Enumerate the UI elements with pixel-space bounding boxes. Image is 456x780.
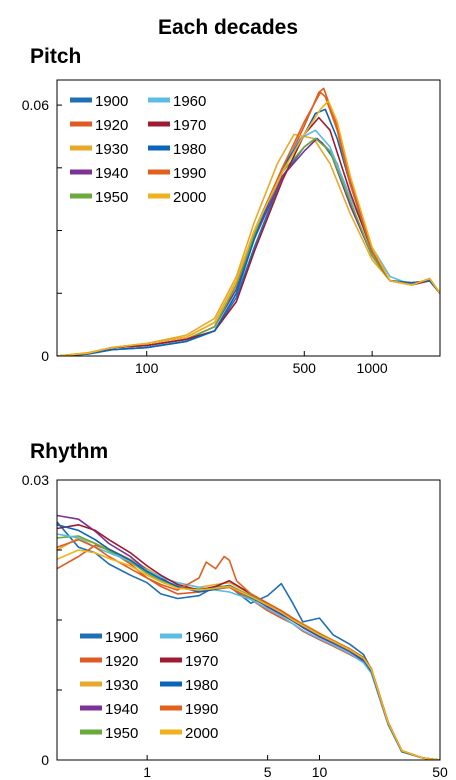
rhythm-legend-label-1950: 1950 bbox=[105, 725, 138, 742]
pitch-legend-label-1970: 1970 bbox=[173, 117, 206, 134]
rhythm-x-tick-label: 50 bbox=[432, 764, 448, 780]
pitch-legend-label-1930: 1930 bbox=[95, 141, 128, 158]
rhythm-legend-label-2000: 2000 bbox=[185, 725, 218, 742]
pitch-legend-label-1940: 1940 bbox=[95, 165, 128, 182]
rhythm-plot-frame bbox=[56, 479, 441, 761]
rhythm-panel-title: Rhythm bbox=[30, 440, 109, 463]
pitch-legend-label-1980: 1980 bbox=[173, 141, 206, 158]
rhythm-legend-label-1960: 1960 bbox=[185, 629, 218, 646]
pitch-legend-label-1990: 1990 bbox=[173, 165, 206, 182]
rhythm-y-tick-label: 0 bbox=[41, 752, 49, 768]
pitch-x-tick-label: 500 bbox=[293, 360, 317, 376]
pitch-legend-label-1960: 1960 bbox=[173, 93, 206, 110]
rhythm-legend: 1900 1920 1930 1940 1950 1960 1970 1980 1990 2000 bbox=[80, 629, 218, 742]
pitch-legend-label-2000: 2000 bbox=[173, 189, 206, 206]
pitch-x-tick-label: 1000 bbox=[357, 360, 388, 376]
rhythm-legend-label-1990: 1990 bbox=[185, 701, 218, 718]
figure-title: Each decades bbox=[157, 16, 299, 39]
pitch-legend: 1900 1920 1930 1940 1950 1960 1970 1980 1990 2000 bbox=[70, 93, 206, 206]
pitch-y-tick-label: 0.06 bbox=[22, 97, 49, 113]
rhythm-legend-label-1940: 1940 bbox=[105, 701, 138, 718]
rhythm-legend-label-1930: 1930 bbox=[105, 677, 138, 694]
pitch-legend-label-1950: 1950 bbox=[95, 189, 128, 206]
rhythm-y-tick-label: 0.03 bbox=[22, 472, 49, 488]
rhythm-chart: 1 5 10 5000.0319001920193019401950196019701… bbox=[22, 472, 448, 780]
pitch-legend-label-1900: 1900 bbox=[95, 93, 128, 110]
pitch-series-2000 bbox=[57, 100, 440, 356]
rhythm-series-2000 bbox=[57, 549, 440, 760]
rhythm-x-tick-label: 1 bbox=[143, 764, 151, 780]
pitch-legend-label-1920: 1920 bbox=[95, 117, 128, 134]
pitch-plot-frame bbox=[56, 79, 441, 357]
pitch-x-tick-label: 100 bbox=[135, 360, 159, 376]
rhythm-legend-label-1900: 1900 bbox=[105, 629, 138, 646]
pitch-y-tick-label: 0 bbox=[41, 348, 49, 364]
rhythm-legend-label-1980: 1980 bbox=[185, 677, 218, 694]
pitch-panel-title: Pitch bbox=[30, 45, 82, 68]
rhythm-legend-label-1970: 1970 bbox=[185, 653, 218, 670]
rhythm-x-tick-label: 5 bbox=[264, 764, 272, 780]
rhythm-legend-label-1920: 1920 bbox=[105, 653, 138, 670]
rhythm-x-tick-label: 10 bbox=[312, 764, 328, 780]
